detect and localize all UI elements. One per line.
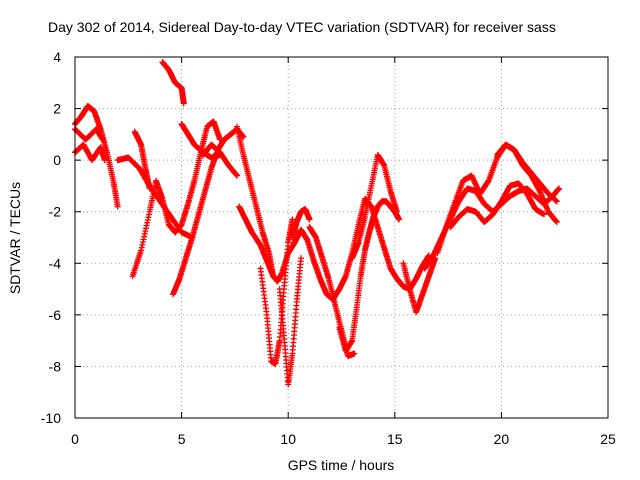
y-tick-label: 0 xyxy=(53,152,61,168)
data-point xyxy=(289,216,296,223)
y-tick-label: -4 xyxy=(49,255,62,271)
y-tick-label: 2 xyxy=(53,101,61,117)
series-21 xyxy=(434,141,560,256)
y-tick-label: -10 xyxy=(41,410,61,426)
series-13 xyxy=(257,216,296,367)
series-5 xyxy=(129,118,223,280)
x-tick-label: 25 xyxy=(600,431,616,447)
y-tick-label: -8 xyxy=(49,358,62,374)
series-2 xyxy=(72,141,108,164)
chart-title: Day 302 of 2014, Sidereal Day-to-day VTE… xyxy=(48,19,556,35)
data-point xyxy=(270,273,277,280)
data-point xyxy=(541,211,548,218)
data-point xyxy=(393,208,400,215)
series-23 xyxy=(494,141,560,205)
data-point xyxy=(553,198,560,205)
data-point xyxy=(114,203,121,210)
data-point xyxy=(180,100,187,107)
y-tick-label: 4 xyxy=(53,49,61,65)
plot-frame xyxy=(74,56,609,419)
data-point xyxy=(99,136,106,143)
y-axis-label: SDTVAR / TECUs xyxy=(7,182,23,294)
series-19 xyxy=(400,255,439,316)
series-17 xyxy=(336,198,403,354)
x-tick-label: 15 xyxy=(387,431,403,447)
data-point xyxy=(234,172,241,179)
series-18 xyxy=(349,151,400,262)
x-tick-label: 20 xyxy=(494,431,510,447)
data-point xyxy=(555,185,562,192)
series-7 xyxy=(159,59,187,107)
y-axis-ticks: -10 -8 -6 -4 -2 0 2 4 xyxy=(41,49,608,426)
series-4 xyxy=(114,154,196,241)
series-10 xyxy=(199,141,241,179)
x-axis-label: GPS time / hours xyxy=(288,457,395,473)
y-tick-label: -2 xyxy=(49,204,62,220)
y-tick-label: -6 xyxy=(49,307,62,323)
x-tick-label: 0 xyxy=(71,431,79,447)
data-point xyxy=(396,216,403,223)
data-point xyxy=(553,219,560,226)
x-axis-ticks: 0 5 10 15 20 25 xyxy=(71,57,616,447)
series-14 xyxy=(276,255,304,388)
series-15 xyxy=(289,206,313,241)
data-point xyxy=(306,216,313,223)
data-point xyxy=(101,157,108,164)
series-1 xyxy=(72,102,121,210)
x-tick-label: 5 xyxy=(178,431,186,447)
series-11 xyxy=(234,123,432,303)
data-point xyxy=(297,255,304,262)
x-tick-label: 10 xyxy=(280,431,296,447)
grid-lines xyxy=(75,57,608,418)
series-22 xyxy=(447,180,548,231)
data-marks xyxy=(72,59,562,388)
data-point xyxy=(146,185,153,192)
data-point xyxy=(351,350,358,357)
series-3 xyxy=(72,126,106,143)
series-12 xyxy=(236,203,277,280)
series-6 xyxy=(131,128,153,192)
